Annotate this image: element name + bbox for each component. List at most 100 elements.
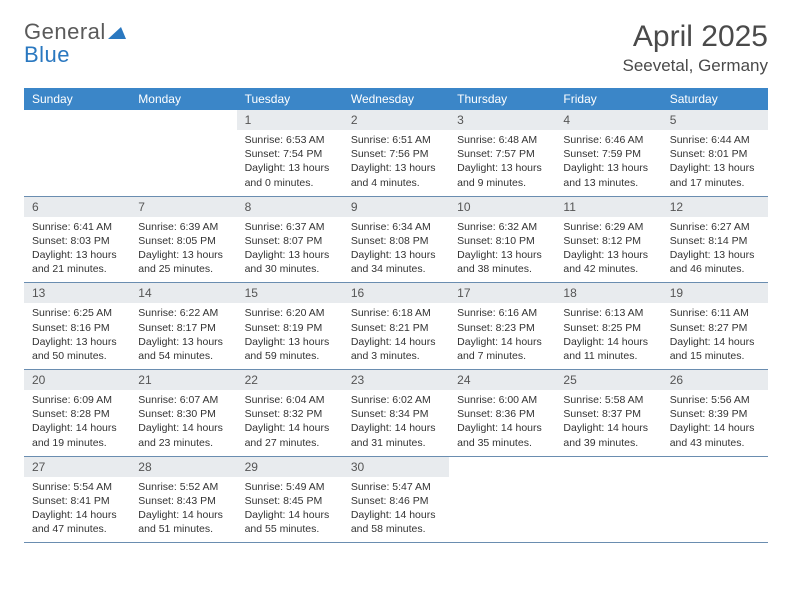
sunrise-line: Sunrise: 5:52 AM (138, 480, 228, 494)
brand-part1: General (24, 19, 106, 44)
day-details: Sunrise: 6:48 AMSunset: 7:57 PMDaylight:… (449, 130, 555, 196)
sunset-line: Sunset: 8:37 PM (563, 407, 653, 421)
calendar-day-cell: 29Sunrise: 5:49 AMSunset: 8:45 PMDayligh… (237, 457, 343, 543)
sunset-line: Sunset: 7:56 PM (351, 147, 441, 161)
calendar-week-row: 27Sunrise: 5:54 AMSunset: 8:41 PMDayligh… (24, 457, 768, 544)
day-details: Sunrise: 6:00 AMSunset: 8:36 PMDaylight:… (449, 390, 555, 456)
day-number: 10 (449, 197, 555, 217)
day-details: Sunrise: 6:22 AMSunset: 8:17 PMDaylight:… (130, 303, 236, 369)
calendar-day-cell: 4Sunrise: 6:46 AMSunset: 7:59 PMDaylight… (555, 110, 661, 196)
calendar-day-cell: 3Sunrise: 6:48 AMSunset: 7:57 PMDaylight… (449, 110, 555, 196)
daylight-line: Daylight: 14 hours and 47 minutes. (32, 508, 122, 536)
day-number: 1 (237, 110, 343, 130)
sunset-line: Sunset: 7:54 PM (245, 147, 335, 161)
sunset-line: Sunset: 7:57 PM (457, 147, 547, 161)
day-number: 21 (130, 370, 236, 390)
page-header: GeneralBlue April 2025 Seevetal, Germany (24, 20, 768, 76)
day-number: 3 (449, 110, 555, 130)
calendar-day-cell: 2Sunrise: 6:51 AMSunset: 7:56 PMDaylight… (343, 110, 449, 196)
calendar-day-cell: 6Sunrise: 6:41 AMSunset: 8:03 PMDaylight… (24, 197, 130, 283)
sunrise-line: Sunrise: 5:47 AM (351, 480, 441, 494)
calendar-day-cell: 26Sunrise: 5:56 AMSunset: 8:39 PMDayligh… (662, 370, 768, 456)
day-details: Sunrise: 6:32 AMSunset: 8:10 PMDaylight:… (449, 217, 555, 283)
day-number: 16 (343, 283, 449, 303)
daylight-line: Daylight: 14 hours and 27 minutes. (245, 421, 335, 449)
daylight-line: Daylight: 14 hours and 55 minutes. (245, 508, 335, 536)
day-details: Sunrise: 5:52 AMSunset: 8:43 PMDaylight:… (130, 477, 236, 543)
day-details: Sunrise: 5:49 AMSunset: 8:45 PMDaylight:… (237, 477, 343, 543)
sunset-line: Sunset: 8:45 PM (245, 494, 335, 508)
sunrise-line: Sunrise: 6:04 AM (245, 393, 335, 407)
sunrise-line: Sunrise: 6:09 AM (32, 393, 122, 407)
day-details: Sunrise: 5:47 AMSunset: 8:46 PMDaylight:… (343, 477, 449, 543)
daylight-line: Daylight: 13 hours and 4 minutes. (351, 161, 441, 189)
calendar-body: 1 Sunrise: 6:53 AMSunset: 7:54 PM Daylight… (24, 110, 768, 543)
day-details: Sunrise: 6:16 AMSunset: 8:23 PMDaylight:… (449, 303, 555, 369)
day-details: Sunrise: 6:07 AMSunset: 8:30 PMDaylight:… (130, 390, 236, 456)
sunrise-line: Sunrise: 6:25 AM (32, 306, 122, 320)
daylight-line: Daylight: 13 hours and 54 minutes. (138, 335, 228, 363)
day-details: Sunrise: 6:02 AMSunset: 8:34 PMDaylight:… (343, 390, 449, 456)
daylight-line: Daylight: 13 hours and 17 minutes. (670, 161, 760, 189)
sunrise-line: Sunrise: 6:18 AM (351, 306, 441, 320)
daylight-line: Daylight: 13 hours and 30 minutes. (245, 248, 335, 276)
sunset-line: Sunset: 8:34 PM (351, 407, 441, 421)
calendar-week-row: 20Sunrise: 6:09 AMSunset: 8:28 PMDayligh… (24, 370, 768, 457)
calendar-day-cell: 5Sunrise: 6:44 AMSunset: 8:01 PMDaylight… (662, 110, 768, 196)
sunrise-line: Sunrise: 5:49 AM (245, 480, 335, 494)
day-number: 6 (24, 197, 130, 217)
sunrise-line: Sunrise: 6:00 AM (457, 393, 547, 407)
calendar-weekday-header: Sunday Monday Tuesday Wednesday Thursday… (24, 88, 768, 110)
sunrise-line: Sunrise: 6:11 AM (670, 306, 760, 320)
day-number: 25 (555, 370, 661, 390)
sunset-line: Sunset: 8:46 PM (351, 494, 441, 508)
day-details: Sunrise: 6:18 AMSunset: 8:21 PMDaylight:… (343, 303, 449, 369)
day-number: 23 (343, 370, 449, 390)
sunrise-line: Sunrise: 6:07 AM (138, 393, 228, 407)
weekday-label: Monday (130, 88, 236, 110)
sunset-line: Sunset: 8:08 PM (351, 234, 441, 248)
weekday-label: Thursday (449, 88, 555, 110)
calendar-day-cell: 8Sunrise: 6:37 AMSunset: 8:07 PMDaylight… (237, 197, 343, 283)
daylight-line: Daylight: 14 hours and 7 minutes. (457, 335, 547, 363)
day-details: Sunrise: 6:11 AMSunset: 8:27 PMDaylight:… (662, 303, 768, 369)
daylight-line: Daylight: 13 hours and 25 minutes. (138, 248, 228, 276)
sunset-line: Sunset: 8:10 PM (457, 234, 547, 248)
title-block: April 2025 Seevetal, Germany (622, 20, 768, 76)
day-details: Sunrise: 6:51 AMSunset: 7:56 PMDaylight:… (343, 130, 449, 196)
sunset-line: Sunset: 8:05 PM (138, 234, 228, 248)
day-number: 26 (662, 370, 768, 390)
calendar-day-cell: 24Sunrise: 6:00 AMSunset: 8:36 PMDayligh… (449, 370, 555, 456)
calendar-day-cell: 30Sunrise: 5:47 AMSunset: 8:46 PMDayligh… (343, 457, 449, 543)
sunrise-line: Sunrise: 6:53 AM (245, 133, 335, 147)
sunrise-line: Sunrise: 6:02 AM (351, 393, 441, 407)
weekday-label: Sunday (24, 88, 130, 110)
daylight-line: Daylight: 13 hours and 21 minutes. (32, 248, 122, 276)
day-number: 15 (237, 283, 343, 303)
sunset-line: Sunset: 8:19 PM (245, 321, 335, 335)
daylight-line: Daylight: 13 hours and 34 minutes. (351, 248, 441, 276)
calendar-day-cell: 20Sunrise: 6:09 AMSunset: 8:28 PMDayligh… (24, 370, 130, 456)
calendar-day-cell: 7Sunrise: 6:39 AMSunset: 8:05 PMDaylight… (130, 197, 236, 283)
sunrise-line: Sunrise: 6:20 AM (245, 306, 335, 320)
day-details: Sunrise: 6:25 AMSunset: 8:16 PMDaylight:… (24, 303, 130, 369)
day-details: Sunrise: 5:58 AMSunset: 8:37 PMDaylight:… (555, 390, 661, 456)
daylight-line: Daylight: 14 hours and 51 minutes. (138, 508, 228, 536)
sunrise-line: Sunrise: 6:13 AM (563, 306, 653, 320)
day-number: 27 (24, 457, 130, 477)
sunset-line: Sunset: 8:25 PM (563, 321, 653, 335)
day-details: Sunrise: 6:13 AMSunset: 8:25 PMDaylight:… (555, 303, 661, 369)
daylight-line: Daylight: 14 hours and 11 minutes. (563, 335, 653, 363)
sunset-line: Sunset: 8:30 PM (138, 407, 228, 421)
weekday-label: Tuesday (237, 88, 343, 110)
daylight-line: Daylight: 13 hours and 9 minutes. (457, 161, 547, 189)
calendar-day-cell: 27Sunrise: 5:54 AMSunset: 8:41 PMDayligh… (24, 457, 130, 543)
day-number: 4 (555, 110, 661, 130)
calendar-day-cell: 25Sunrise: 5:58 AMSunset: 8:37 PMDayligh… (555, 370, 661, 456)
sunset-line: Sunset: 8:23 PM (457, 321, 547, 335)
sunset-line: Sunset: 8:39 PM (670, 407, 760, 421)
day-number: 17 (449, 283, 555, 303)
day-details: Sunrise: 6:04 AMSunset: 8:32 PMDaylight:… (237, 390, 343, 456)
daylight-line: Daylight: 13 hours and 46 minutes. (670, 248, 760, 276)
sunset-line: Sunset: 8:07 PM (245, 234, 335, 248)
